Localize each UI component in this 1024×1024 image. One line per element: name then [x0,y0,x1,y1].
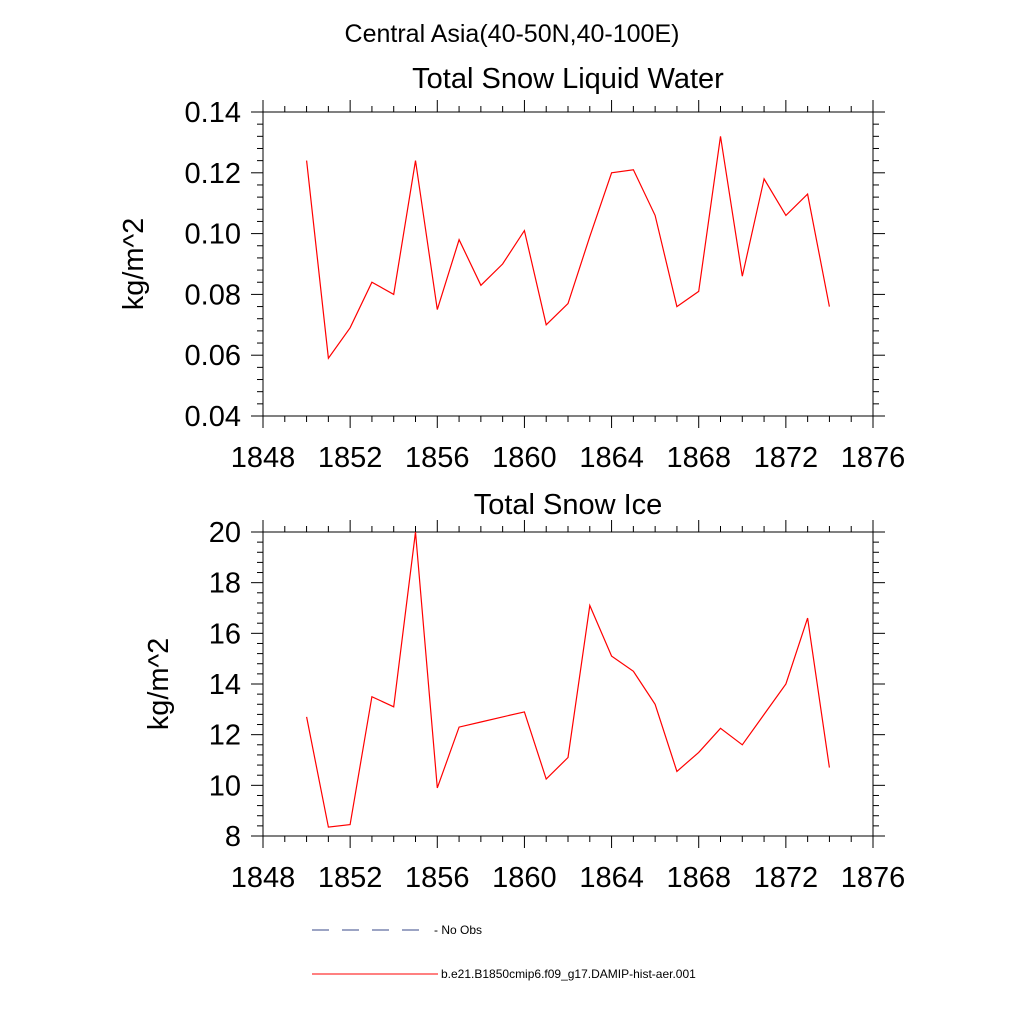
plot-frame [262,111,874,417]
x-tick-label: 1848 [231,862,296,894]
x-tick-label: 1868 [666,862,731,894]
y-tick-label: 18 [209,568,241,600]
chart-title: Total Snow Liquid Water [412,63,724,95]
page-title: Central Asia(40-50N,40-100E) [345,20,680,48]
y-tick-label: 0.04 [185,401,241,433]
x-tick-label: 1872 [754,442,819,474]
panel-snow-ice: Total Snow Ice kg/m^2 1848 1852 1856 1860 1864… [143,489,905,894]
y-tick-label: 0.08 [185,279,241,311]
x-tick-label: 1864 [579,862,644,894]
series-line [306,531,830,828]
x-tick-label: 1864 [579,442,644,474]
chart-title: Total Snow Ice [474,489,663,521]
x-tick-label: 1856 [405,862,470,894]
x-tick-label: 1852 [318,862,383,894]
y-tick-label: 0.14 [185,97,241,129]
y-tick-label: 20 [209,517,241,549]
legend-label: - No Obs [434,923,482,937]
x-tick-label: 1848 [231,442,296,474]
legend-label: b.e21.B1850cmip6.f09_g17.DAMIP-hist-aer.… [441,967,696,981]
y-tick-label: 16 [209,618,241,650]
x-tick-label: 1860 [492,442,557,474]
y-tick-label: 14 [209,669,241,701]
x-tick-label: 1860 [492,862,557,894]
y-axis-label: kg/m^2 [143,638,175,731]
x-tick-label: 1876 [841,442,906,474]
y-tick-label: 10 [209,770,241,802]
x-tick-label: 1872 [754,862,819,894]
y-tick-label: 0.10 [185,219,241,251]
x-tick-label: 1876 [841,862,906,894]
x-tick-label: 1856 [405,442,470,474]
panel-snow-liquid-water: Total Snow Liquid Water kg/m^2 1848 1852 185… [118,63,905,474]
x-tick-label: 1868 [666,442,731,474]
y-tick-label: 0.06 [185,340,241,372]
y-tick-label: 8 [225,821,241,853]
legend: - No Obs b.e21.B1850cmip6.f09_g17.DAMIP-h… [312,923,696,981]
y-tick-label: 0.12 [185,158,241,190]
y-tick-label: 12 [209,720,241,752]
plot-frame [262,531,874,837]
x-tick-label: 1852 [318,442,383,474]
series-line [306,136,830,360]
y-axis-label: kg/m^2 [118,218,150,311]
